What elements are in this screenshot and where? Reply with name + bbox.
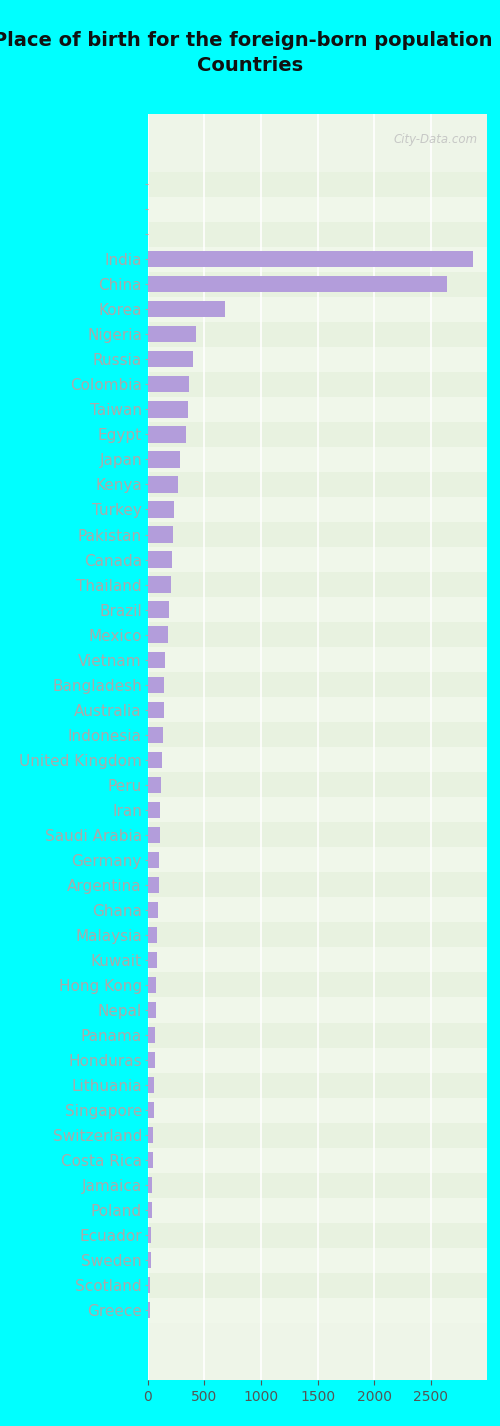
Bar (148, 652, 165, 667)
Bar (148, 502, 174, 518)
Bar (148, 647, 487, 672)
Bar (148, 1072, 487, 1098)
Bar (148, 372, 487, 396)
Bar (148, 351, 194, 368)
Bar (148, 327, 196, 342)
Bar (148, 247, 487, 272)
Bar (148, 322, 487, 347)
Bar (148, 626, 168, 643)
Bar (148, 1202, 152, 1218)
Bar (148, 1298, 487, 1323)
Bar (148, 401, 188, 418)
Bar (148, 727, 163, 743)
Bar (148, 676, 164, 693)
Bar (148, 1048, 487, 1072)
Bar (148, 773, 487, 797)
Bar (148, 672, 487, 697)
Bar (148, 1052, 155, 1068)
Bar (148, 301, 224, 318)
Bar (148, 347, 487, 372)
Bar (148, 1027, 155, 1044)
Bar (148, 747, 487, 773)
Bar (148, 552, 172, 568)
Bar (148, 752, 162, 767)
Bar (148, 1077, 154, 1094)
Bar (148, 1102, 154, 1118)
Bar (148, 1302, 150, 1319)
Bar (148, 702, 164, 717)
Bar (148, 1148, 487, 1172)
Bar (148, 576, 171, 593)
Text: City-Data.com: City-Data.com (393, 133, 477, 145)
Bar (148, 572, 487, 597)
Bar (148, 927, 158, 943)
Bar (148, 622, 487, 647)
Bar (148, 451, 180, 468)
Bar (148, 522, 487, 548)
Bar (148, 823, 487, 847)
Bar (148, 1152, 152, 1168)
Bar (148, 1278, 150, 1293)
Bar (148, 221, 487, 247)
Bar (148, 597, 487, 622)
Bar (148, 1222, 487, 1248)
Bar (148, 1022, 487, 1048)
Bar (148, 977, 156, 992)
Bar (148, 498, 487, 522)
Bar (148, 973, 487, 997)
Bar (148, 801, 160, 819)
Bar (148, 1198, 487, 1222)
Bar (148, 297, 487, 322)
Bar (148, 197, 487, 221)
Bar (148, 873, 487, 897)
Bar (148, 446, 487, 472)
Bar (148, 1002, 156, 1018)
Bar (148, 722, 487, 747)
Bar (148, 422, 487, 446)
Bar (148, 1228, 152, 1243)
Bar (148, 1273, 487, 1298)
Bar (148, 1172, 487, 1198)
Bar (148, 997, 487, 1022)
Bar (148, 947, 487, 973)
Bar (148, 272, 487, 297)
Bar (148, 851, 160, 868)
Bar (148, 777, 161, 793)
Bar (148, 797, 487, 823)
Bar (148, 1122, 487, 1148)
Bar (148, 1176, 152, 1194)
Bar (148, 171, 487, 197)
Bar (148, 277, 447, 292)
Bar (148, 923, 487, 947)
Bar (148, 697, 487, 722)
Bar (148, 472, 487, 498)
Bar (148, 1098, 487, 1122)
Bar (148, 901, 158, 918)
Bar (148, 1127, 153, 1144)
Text: Place of birth for the foreign-born population -
Countries: Place of birth for the foreign-born popu… (0, 31, 500, 76)
Bar (148, 526, 173, 543)
Bar (148, 1248, 487, 1273)
Bar (148, 376, 190, 392)
Bar (148, 897, 487, 923)
Bar (148, 602, 169, 617)
Bar (148, 827, 160, 843)
Bar (148, 877, 158, 893)
Bar (148, 847, 487, 873)
Bar (148, 396, 487, 422)
Bar (148, 251, 473, 267)
Bar (148, 426, 186, 442)
Bar (148, 1252, 151, 1268)
Bar (148, 548, 487, 572)
Bar (148, 476, 178, 492)
Bar (148, 951, 157, 968)
